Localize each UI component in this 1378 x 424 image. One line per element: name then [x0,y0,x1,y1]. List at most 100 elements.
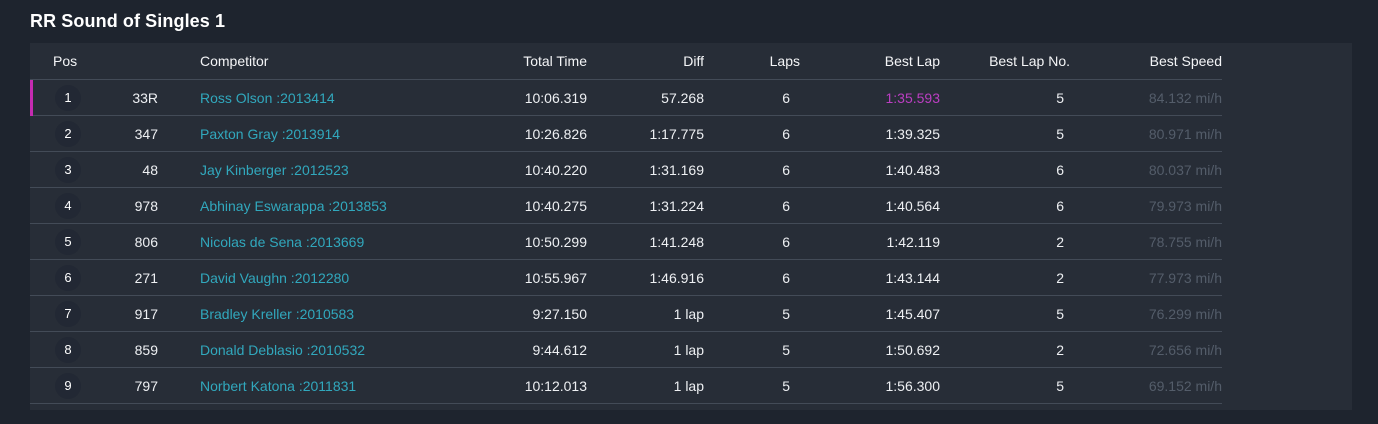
cell-total_time: 10:50.299 [524,233,587,250]
cell-best_speed: 80.037 mi/h [1148,161,1222,178]
cell-best_speed: 76.299 mi/h [1148,305,1222,322]
cell-competitor: Jay Kinberger :2012523 [160,162,440,178]
table-row[interactable]: 6 271 David Vaughn :2012280 10:55.967 1:46.9… [30,260,1222,296]
cell-best_lap_no: 2 [1056,233,1064,250]
cell-diff: 1 lap [673,305,704,322]
cell-competitor: Nicolas de Sena :2013669 [160,234,440,250]
cell-total_time: 10:26.826 [524,125,587,142]
results-panel: Pos Competitor Total Time Diff Laps Best Lap B… [30,43,1352,410]
cell-num: 271 [134,269,158,286]
cell-best_speed: 80.971 mi/h [1148,125,1222,142]
cell-laps: 5 [782,341,790,358]
cell-best_lap: 1:43.144 [885,269,941,286]
table-header-row: Pos Competitor Total Time Diff Laps Best Lap B… [30,43,1222,80]
cell-best_speed: 77.973 mi/h [1148,269,1222,286]
column-header-best_lap: Best Lap [884,53,940,69]
position-badge: 3 [55,156,81,183]
cell-total_time: 10:55.967 [524,269,587,286]
cell-laps: 6 [782,125,790,142]
table-row[interactable]: 5 806 Nicolas de Sena :2013669 10:50.299 1:4… [30,224,1222,260]
cell-best_speed: 78.755 mi/h [1148,233,1222,250]
cell-total_time: 10:06.319 [524,89,587,106]
table-row[interactable]: 4 978 Abhinay Eswarappa :2013853 10:40.275 1… [30,188,1222,224]
cell-diff: 1:31.169 [649,161,705,178]
cell-best_speed: 84.132 mi/h [1148,89,1222,106]
column-header-total_time: Total Time [523,53,587,69]
position-badge: 7 [55,300,81,327]
competitor-link[interactable]: Norbert Katona :2011831 [200,377,357,394]
cell-best_lap: 1:42.119 [886,233,940,250]
results-table: Pos Competitor Total Time Diff Laps Best Lap B… [30,43,1222,404]
cell-best_lap_no: 6 [1056,197,1064,214]
position-badge: 1 [55,84,81,111]
cell-diff: 1:17.775 [649,125,705,142]
column-header-competitor: Competitor [200,53,269,69]
cell-best_speed: 72.656 mi/h [1148,341,1222,358]
column-header-best_lap_no: Best Lap No. [989,53,1070,69]
cell-diff: 1:31.224 [649,197,705,214]
cell-laps: 6 [782,269,790,286]
cell-num: 797 [134,377,158,394]
competitor-link[interactable]: Abhinay Eswarappa :2013853 [200,197,387,214]
cell-best_lap: 1:45.407 [885,305,941,322]
cell-best_lap_no: 5 [1056,89,1064,106]
cell-best_lap_no: 2 [1056,341,1064,358]
position-badge: 4 [55,192,81,219]
cell-competitor: Ross Olson :2013414 [160,90,440,106]
cell-pos: 7 [30,300,95,327]
cell-num: 48 [142,161,158,178]
cell-total_time: 10:40.275 [524,197,587,214]
cell-best_lap: 1:40.483 [885,161,941,178]
cell-competitor: Norbert Katona :2011831 [160,378,440,394]
cell-best_lap: 1:56.300 [885,377,941,394]
cell-best_speed: 79.973 mi/h [1148,197,1222,214]
competitor-link[interactable]: Nicolas de Sena :2013669 [200,233,365,250]
competitor-link[interactable]: Paxton Gray :2013914 [200,125,341,142]
competitor-link[interactable]: Bradley Kreller :2010583 [200,305,355,322]
column-header-diff: Diff [683,53,704,69]
cell-diff: 57.268 [661,89,704,106]
competitor-link[interactable]: Ross Olson :2013414 [200,89,335,106]
cell-pos: 9 [30,372,95,399]
cell-diff: 1:46.916 [649,269,705,286]
cell-total_time: 10:40.220 [524,161,587,178]
competitor-link[interactable]: Jay Kinberger :2012523 [200,161,349,178]
cell-diff: 1 lap [673,341,704,358]
position-badge: 9 [55,372,81,399]
column-header-laps: Laps [769,53,800,69]
position-badge: 2 [55,120,81,147]
column-header-best_speed: Best Speed [1149,53,1222,69]
table-row[interactable]: 2 347 Paxton Gray :2013914 10:26.826 1:17.77… [30,116,1222,152]
cell-competitor: Donald Deblasio :2010532 [160,342,440,358]
cell-best_lap: 1:35.593 [885,89,941,106]
cell-num: 859 [134,341,158,358]
cell-laps: 6 [782,197,790,214]
cell-pos: 1 [30,84,95,111]
table-row[interactable]: 8 859 Donald Deblasio :2010532 9:44.612 1 la… [30,332,1222,368]
cell-num: 33R [132,89,158,106]
competitor-link[interactable]: David Vaughn :2012280 [200,269,350,286]
cell-laps: 6 [782,89,790,106]
cell-best_lap: 1:50.692 [885,341,941,358]
cell-competitor: Abhinay Eswarappa :2013853 [160,198,440,214]
leader-indicator [30,80,33,116]
table-body: 1 33R Ross Olson :2013414 10:06.319 57.268 6 1… [30,80,1222,404]
cell-num: 806 [134,233,158,250]
cell-pos: 5 [30,228,95,255]
cell-best_lap_no: 5 [1056,377,1064,394]
position-badge: 5 [55,228,81,255]
cell-total_time: 9:44.612 [532,341,588,358]
table-row[interactable]: 3 48 Jay Kinberger :2012523 10:40.220 1:31.1… [30,152,1222,188]
position-badge: 6 [55,264,81,291]
table-row[interactable]: 7 917 Bradley Kreller :2010583 9:27.150 1 la… [30,296,1222,332]
cell-laps: 6 [782,161,790,178]
cell-best_lap_no: 6 [1056,161,1064,178]
page-title: RR Sound of Singles 1 [30,11,226,31]
cell-diff: 1 lap [673,377,704,394]
competitor-link[interactable]: Donald Deblasio :2010532 [200,341,366,358]
table-row[interactable]: 9 797 Norbert Katona :2011831 10:12.013 1 la… [30,368,1222,404]
cell-num: 917 [134,305,158,322]
cell-competitor: David Vaughn :2012280 [160,270,440,286]
table-row[interactable]: 1 33R Ross Olson :2013414 10:06.319 57.268 6 1… [30,80,1222,116]
cell-total_time: 9:27.150 [532,305,588,322]
